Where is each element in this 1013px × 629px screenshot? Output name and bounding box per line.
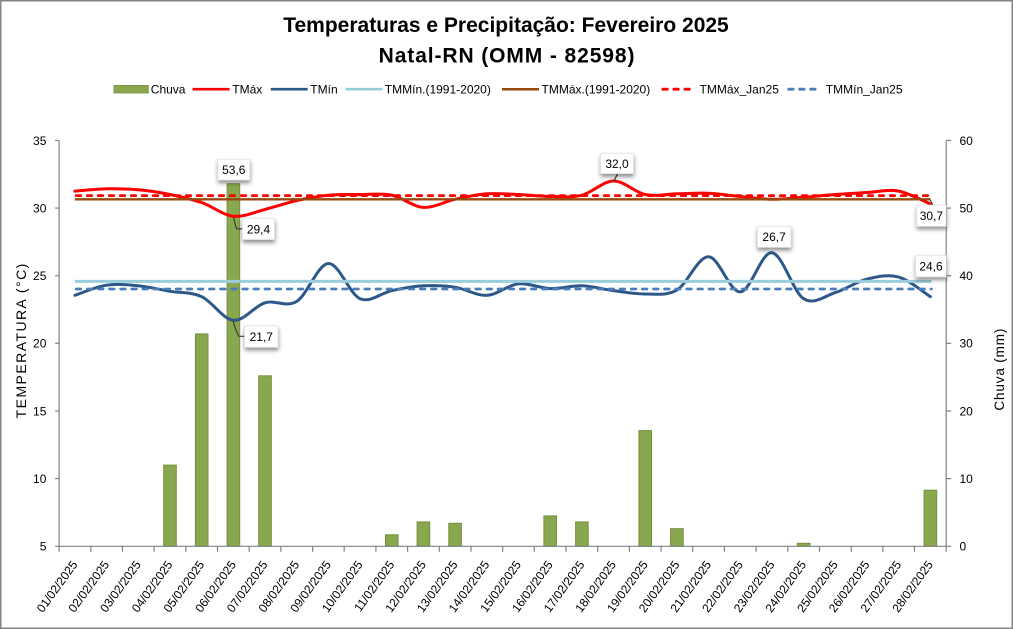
svg-text:15: 15 bbox=[33, 404, 47, 418]
svg-text:TMáx: TMáx bbox=[232, 82, 262, 96]
svg-text:24,6: 24,6 bbox=[919, 259, 943, 273]
svg-text:TMMín.(1991-2020): TMMín.(1991-2020) bbox=[385, 82, 491, 96]
svg-text:35: 35 bbox=[33, 134, 47, 148]
svg-text:40: 40 bbox=[960, 269, 974, 283]
svg-text:30: 30 bbox=[33, 202, 47, 216]
svg-text:29,4: 29,4 bbox=[247, 222, 271, 236]
svg-text:30: 30 bbox=[960, 337, 974, 351]
svg-text:26,7: 26,7 bbox=[762, 230, 786, 244]
svg-text:21,7: 21,7 bbox=[250, 330, 274, 344]
svg-text:Chuva (mm): Chuva (mm) bbox=[992, 328, 1007, 411]
svg-text:TMín: TMín bbox=[310, 82, 337, 96]
svg-text:TEMPERATURA (°C): TEMPERATURA (°C) bbox=[13, 262, 29, 418]
svg-text:10: 10 bbox=[33, 472, 47, 486]
svg-text:TMMín_Jan25: TMMín_Jan25 bbox=[826, 82, 903, 96]
svg-text:10: 10 bbox=[960, 472, 974, 486]
svg-text:TMMáx_Jan25: TMMáx_Jan25 bbox=[700, 82, 780, 96]
svg-text:5: 5 bbox=[40, 540, 47, 554]
svg-text:0: 0 bbox=[960, 540, 967, 554]
svg-text:50: 50 bbox=[960, 202, 974, 216]
svg-text:Chuva: Chuva bbox=[151, 82, 186, 96]
svg-text:20: 20 bbox=[960, 404, 974, 418]
svg-text:60: 60 bbox=[960, 134, 974, 148]
svg-text:TMMáx.(1991-2020): TMMáx.(1991-2020) bbox=[542, 82, 651, 96]
svg-text:Temperaturas e Precipitação: F: Temperaturas e Precipitação: Fevereiro 2… bbox=[283, 14, 729, 37]
svg-text:20: 20 bbox=[33, 337, 47, 351]
svg-text:25: 25 bbox=[33, 269, 47, 283]
svg-text:Natal-RN (OMM - 82598): Natal-RN (OMM - 82598) bbox=[379, 44, 636, 67]
svg-text:30,7: 30,7 bbox=[920, 209, 944, 223]
svg-text:32,0: 32,0 bbox=[605, 157, 629, 171]
svg-text:53,6: 53,6 bbox=[222, 163, 246, 177]
